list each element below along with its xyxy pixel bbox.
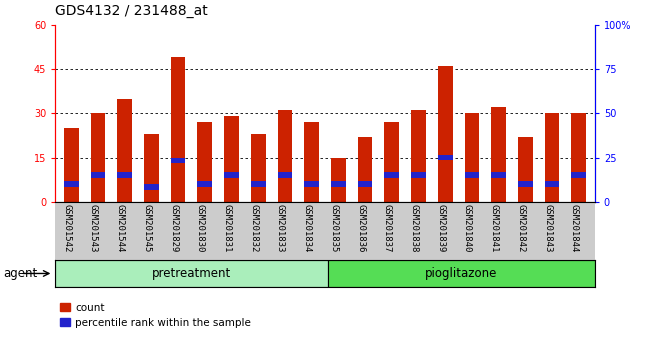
Text: GDS4132 / 231488_at: GDS4132 / 231488_at [55, 4, 208, 18]
Bar [328, 260, 595, 287]
Bar [518, 137, 532, 202]
Bar [545, 113, 560, 202]
Bar [304, 181, 319, 187]
Bar [90, 113, 105, 202]
Bar [64, 181, 79, 187]
Bar [198, 122, 212, 202]
Text: GSM201836: GSM201836 [356, 204, 365, 252]
Text: GSM201544: GSM201544 [116, 204, 125, 252]
Text: GSM201842: GSM201842 [516, 204, 525, 252]
Text: GSM201832: GSM201832 [249, 204, 258, 252]
Text: GSM201843: GSM201843 [543, 204, 552, 252]
Bar [358, 181, 372, 187]
Bar [64, 128, 79, 202]
Bar [251, 134, 266, 202]
Legend: count, percentile rank within the sample: count, percentile rank within the sample [60, 303, 251, 328]
Bar [438, 66, 452, 202]
Text: GSM201545: GSM201545 [142, 204, 151, 252]
Bar [171, 57, 185, 202]
Bar [411, 172, 426, 178]
Bar [118, 98, 132, 202]
Bar [545, 181, 560, 187]
Bar [465, 113, 479, 202]
Bar [90, 172, 105, 178]
Text: GSM201837: GSM201837 [383, 204, 392, 252]
Bar [171, 158, 185, 164]
Bar [518, 181, 532, 187]
Text: pretreatment: pretreatment [152, 267, 231, 280]
Bar [571, 113, 586, 202]
Text: GSM201543: GSM201543 [89, 204, 98, 252]
Bar [144, 134, 159, 202]
Bar [571, 172, 586, 178]
Text: GSM201839: GSM201839 [436, 204, 445, 252]
Bar [384, 122, 399, 202]
Text: GSM201844: GSM201844 [570, 204, 578, 252]
Bar [358, 137, 372, 202]
Bar [278, 110, 292, 202]
Bar [491, 107, 506, 202]
Bar [55, 260, 328, 287]
Text: pioglitazone: pioglitazone [425, 267, 497, 280]
Bar [438, 155, 452, 160]
Bar [198, 181, 212, 187]
Text: GSM201831: GSM201831 [222, 204, 231, 252]
Text: GSM201834: GSM201834 [303, 204, 311, 252]
Bar [411, 110, 426, 202]
Bar [251, 181, 266, 187]
Text: GSM201835: GSM201835 [330, 204, 339, 252]
Text: GSM201841: GSM201841 [489, 204, 499, 252]
Bar [331, 158, 346, 202]
Bar [465, 172, 479, 178]
Bar [304, 122, 319, 202]
Bar [331, 181, 346, 187]
Text: GSM201542: GSM201542 [62, 204, 72, 252]
Bar [224, 116, 239, 202]
Text: GSM201833: GSM201833 [276, 204, 285, 252]
Text: GSM201830: GSM201830 [196, 204, 205, 252]
Bar [224, 172, 239, 178]
Text: GSM201840: GSM201840 [463, 204, 472, 252]
Bar [384, 172, 399, 178]
Text: GSM201838: GSM201838 [410, 204, 419, 252]
Bar [491, 172, 506, 178]
Bar [118, 172, 132, 178]
Bar [144, 184, 159, 190]
Text: agent: agent [3, 267, 38, 280]
Bar [278, 172, 292, 178]
Text: GSM201829: GSM201829 [169, 204, 178, 252]
